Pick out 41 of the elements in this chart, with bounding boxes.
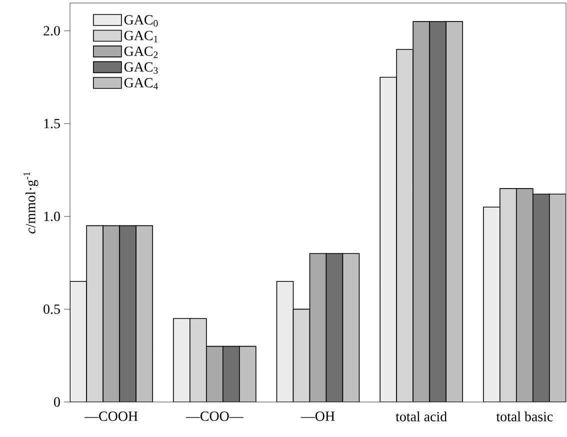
legend-label: GAC$_{4}$: [124, 78, 158, 90]
x-tick-label: total acid: [396, 412, 447, 422]
bar: [222, 346, 240, 402]
bar: [310, 254, 326, 402]
bar: [206, 346, 223, 402]
bar: [500, 188, 517, 402]
bar: [276, 281, 294, 402]
bar: [396, 49, 414, 402]
y-axis-title: c/mmol·g$^{-1}$: [24, 172, 38, 234]
x-tick-label: —COO—: [186, 412, 244, 421]
legend-label: GAC$_{1}$: [124, 30, 158, 42]
bar: [483, 206, 500, 402]
legend-label: GAC$_{3}$: [124, 62, 158, 74]
bar: [342, 254, 360, 402]
bar: [70, 281, 87, 402]
bar: [103, 226, 120, 402]
y-tick-label: 0: [54, 397, 60, 407]
y-tick-label: 0.5: [44, 304, 60, 314]
bar: [293, 309, 310, 402]
bar: [120, 226, 136, 402]
bar: [86, 226, 104, 402]
bar: [413, 22, 430, 402]
x-tick-label: —COOH: [84, 412, 138, 421]
bar: [326, 254, 343, 402]
bar: [430, 22, 446, 402]
x-tick-label: —OH: [300, 412, 335, 421]
bar: [532, 194, 550, 402]
legend-label: GAC$_{2}$: [124, 46, 158, 58]
y-tick-label: 1.0: [44, 212, 60, 222]
bar: [446, 22, 463, 402]
bar: [136, 226, 153, 402]
bar: [239, 346, 256, 402]
y-tick-label: 1.5: [44, 118, 60, 128]
bar: [516, 188, 534, 402]
x-tick-label: total basic: [496, 412, 553, 422]
legend-label: GAC$_{0}$: [124, 15, 158, 27]
bar: [380, 77, 397, 402]
bar: [549, 194, 566, 402]
bar: [190, 318, 206, 402]
bar: [173, 318, 190, 402]
y-tick-label: 2.0: [44, 26, 60, 36]
